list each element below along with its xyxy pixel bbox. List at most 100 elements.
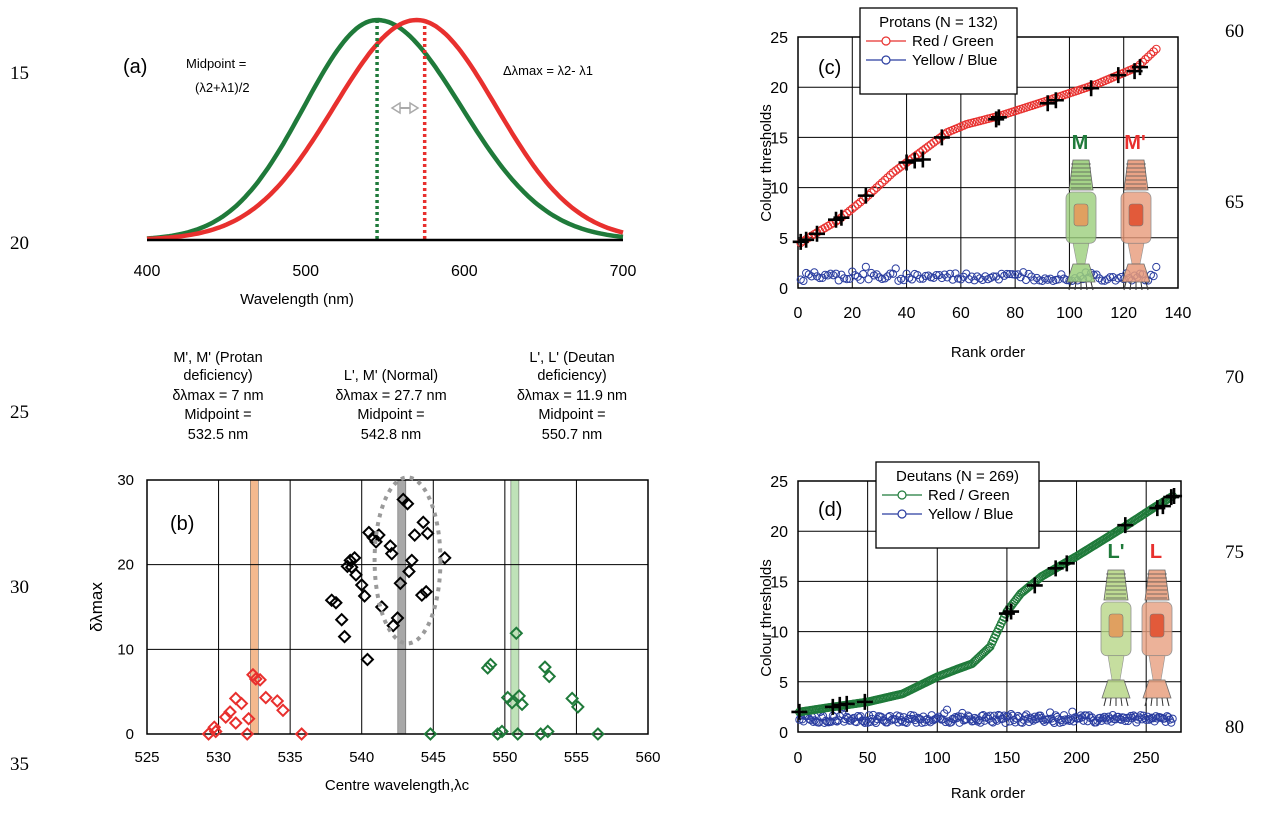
y-tick-label: 20 [117, 557, 134, 574]
yellow-blue-point [888, 269, 898, 278]
data-point-diamond [509, 626, 524, 641]
red-green-point [983, 644, 992, 654]
panel-c-legend: Protans (N = 132) Red / Green Yellow / Blu… [859, 7, 1018, 95]
yellow-blue-point [1020, 712, 1030, 721]
yellow-blue-point [951, 269, 960, 278]
cone-pedicle [1142, 679, 1172, 699]
marker-cross [990, 109, 1007, 126]
data-point-diamond [383, 539, 398, 553]
red-green-point [872, 183, 882, 192]
red-green-point [850, 202, 860, 211]
delta-lambda-label: Δλmax = λ2- λ1 [503, 63, 593, 78]
red-green-point [869, 185, 879, 195]
data-point-diamond [343, 553, 358, 568]
marker-cross [856, 693, 873, 710]
marker-cross [1083, 80, 1100, 97]
cone-terminal [1144, 697, 1148, 707]
cone-label-right: M' [1124, 132, 1145, 154]
yellow-blue-point [891, 264, 900, 273]
cone-terminal [1161, 697, 1164, 707]
cone-terminal [1120, 697, 1123, 707]
yellow-blue-point [1019, 268, 1028, 277]
cone-outer-segment [1103, 569, 1129, 601]
data-point-diamond [414, 588, 429, 603]
panel-a-spectra: 400 500 600 700 (a) Midpoint = (λ2+λ1)/2 Δλ… [123, 17, 637, 308]
x-tick-label: 500 [292, 263, 319, 280]
data-point-diamond [420, 526, 435, 541]
yellow-blue-point [1082, 711, 1091, 720]
x-tick-label: 550 [492, 749, 517, 766]
red-green-point [984, 643, 994, 653]
yellow-blue-point [1051, 711, 1060, 720]
line-number: 20 [10, 233, 29, 254]
yellow-blue-point [1097, 276, 1107, 285]
yellow-blue-point [894, 276, 903, 285]
yellow-blue-point [1013, 270, 1022, 279]
group-text-line: δλmax = 27.7 nm [335, 388, 446, 404]
red-green-point [847, 204, 857, 214]
yellow-blue-point [871, 718, 881, 728]
data-point-diamond [223, 705, 237, 719]
red-green-point [853, 199, 863, 209]
panel-c-label: (c) [818, 57, 841, 79]
red-green-point [856, 197, 865, 207]
yellow-blue-point [1046, 274, 1055, 283]
yellow-blue-point [958, 708, 967, 718]
x-tick-label: 200 [1063, 750, 1090, 767]
data-point-diamond [495, 724, 509, 739]
marker-cross [824, 698, 841, 715]
data-point-diamond [404, 553, 419, 568]
panel-b-points [201, 492, 605, 741]
x-tick-label: 555 [564, 749, 589, 766]
yellow-blue-point [1054, 275, 1063, 284]
marker-cross [809, 225, 825, 242]
legend-swatch-marker [897, 490, 907, 500]
yellow-blue-point [853, 712, 862, 721]
line-number: 60 [1225, 21, 1244, 42]
data-point-diamond [490, 727, 505, 741]
data-point-diamond [542, 669, 557, 684]
yellow-blue-point [1057, 270, 1066, 279]
yellow-blue-point [1095, 274, 1104, 283]
marker-cross [1117, 517, 1134, 534]
cone-ellipsoid [1128, 203, 1144, 227]
yellow-blue-point [933, 714, 942, 723]
line-number: 75 [1225, 542, 1244, 563]
group-text-line: 550.7 nm [542, 427, 602, 443]
line-number: 30 [10, 577, 29, 598]
data-point-diamond [329, 595, 343, 610]
cone-terminal [1129, 281, 1132, 291]
cone-pedicle [1121, 263, 1151, 283]
midpoint-formula: (λ2+λ1)/2 [195, 80, 250, 95]
group-normal-text: L', M' (Normal) δλmax = 27.7 nm Midpoint… [335, 368, 446, 443]
yellow-blue-point [902, 718, 911, 727]
yellow-blue-point [857, 716, 867, 725]
spectral-curve-green [146, 17, 624, 241]
group-text-line: M', M' (Protan [173, 350, 262, 366]
group-text-line: L', L' (Deutan [529, 350, 614, 366]
yellow-blue-point [1168, 714, 1177, 723]
line-number: 70 [1225, 367, 1244, 388]
group-protan-text: M', M' (Protan deficiency) δλmax = 7 nm … [172, 350, 263, 443]
cone-terminal [1109, 697, 1112, 707]
yellow-blue-point [1152, 262, 1161, 272]
yellow-blue-point [867, 268, 876, 278]
yellow-blue-point [1008, 270, 1017, 279]
panel-a-x-ticks: 400 500 600 700 [134, 263, 637, 280]
data-point-diamond [270, 694, 285, 708]
data-point-diamond [402, 564, 416, 579]
spectral-curve-red [146, 17, 624, 242]
data-point-diamond [337, 629, 352, 644]
data-point-diamond [400, 496, 415, 511]
yellow-blue-point [1108, 710, 1117, 720]
y-tick-label: 10 [770, 625, 788, 642]
yellow-blue-point [1104, 712, 1113, 721]
data-point-diamond [505, 695, 519, 710]
marker-cross [914, 151, 931, 168]
x-tick-label: 120 [1110, 305, 1137, 322]
data-point-diamond [241, 711, 256, 726]
red-green-point [877, 178, 887, 187]
red-green-point [1141, 55, 1150, 64]
yellow-blue-point [986, 711, 995, 720]
data-point-diamond [228, 691, 243, 706]
